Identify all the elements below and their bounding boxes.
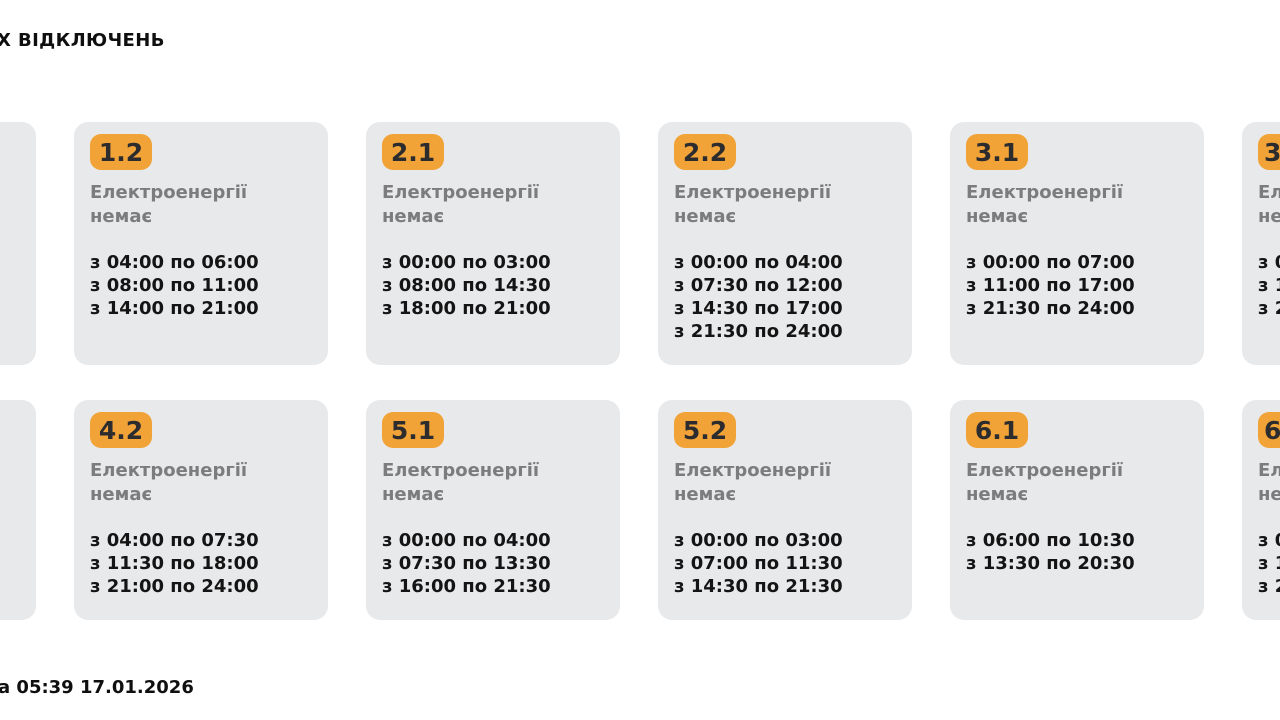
status-line-1: Електроенергії (382, 460, 540, 481)
outage-time-row: з 18:00 по 21:00 (382, 298, 551, 319)
status-label: Електроенергії немає (1258, 459, 1280, 507)
status-line-2: немає (674, 206, 737, 227)
outage-times: з 06:00 по 10:30 з 13:30 по 20:30 (966, 529, 1188, 575)
status-line-2: немає (966, 484, 1029, 505)
outage-card: 3.1 Електроенергії немає з 00:00 по 07:0… (950, 122, 1204, 365)
outage-time-row: з 07:30 по 12:00 (674, 275, 843, 296)
outage-times: з 00:00 по 03:00 з 07:00 по 11:30 з 14:30 … (674, 529, 896, 598)
outage-time-row: з 00:00 по 07:00 (966, 252, 1135, 273)
status-line-2: немає (382, 484, 445, 505)
outage-times: з 04:00 по 07:30 з 11:30 по 18:00 з 21:00 … (90, 529, 312, 598)
outage-time-row: з 04:00 по 07:30 (90, 530, 259, 551)
outage-card: 5.1 Електроенергії немає з 00:00 по 04:0… (366, 400, 620, 620)
outage-times: з 00:00 по 03:00 з 08:00 по 14:30 з 18:00 … (382, 251, 604, 320)
outage-times: з 0з 1з 2 (1258, 251, 1280, 320)
status-label: Електроенергії немає (674, 459, 896, 507)
group-badge: 3.1 (966, 134, 1028, 170)
status-label: Електроенергії немає (674, 181, 896, 229)
outage-time-row: з 13:30 по 20:30 (966, 553, 1135, 574)
status-line-2: немає (90, 206, 153, 227)
group-badge: 4.2 (90, 412, 152, 448)
outage-time-row: з 21:00 по 24:00 (90, 576, 259, 597)
outage-times: з 00:00 по 07:00 з 11:00 по 17:00 з 21:30 … (966, 251, 1188, 320)
group-badge: 5.2 (674, 412, 736, 448)
status-label: Електроенергії немає (90, 181, 312, 229)
status-line-1: Електроенергії (674, 182, 832, 203)
outage-time-row: з 2 (1258, 576, 1280, 597)
outage-time-row: з 14:00 по 21:00 (90, 298, 259, 319)
group-badge: 2.1 (382, 134, 444, 170)
outage-times: з 04:00 по 06:00 з 08:00 по 11:00 з 14:00 … (90, 251, 312, 320)
outage-time-row: з 00:00 по 03:00 (674, 530, 843, 551)
status-line-1: Електроенергії (966, 182, 1124, 203)
status-line-2: немає (966, 206, 1029, 227)
status-line-2: немає (674, 484, 737, 505)
outage-card: 6.1 Електроенергії немає з 06:00 по 10:3… (950, 400, 1204, 620)
status-label: Електроенергії немає (966, 181, 1188, 229)
status-line-2: немає (90, 484, 153, 505)
status-line-2: немає (1258, 206, 1280, 227)
outage-card: 2.2 Електроенергії немає з 00:00 по 04:0… (658, 122, 912, 365)
outage-times: з 00:00 по 04:00 з 07:30 по 12:00 з 14:30 … (674, 251, 896, 343)
outage-card: 4.2 Електроенергії немає з 04:00 по 07:3… (74, 400, 328, 620)
status-line-1: Електроенергії (90, 182, 248, 203)
outage-time-row: з 11:00 по 17:00 (966, 275, 1135, 296)
outage-time-row: з 16:00 по 21:30 (382, 576, 551, 597)
footer-updated-at: а 05:39 17.01.2026 (0, 677, 194, 698)
status-label: Електроенергії немає (90, 459, 312, 507)
outage-time-row: з 00:00 по 03:00 (382, 252, 551, 273)
outage-time-row: з 0 (1258, 252, 1280, 273)
group-badge: 6 (1258, 412, 1280, 448)
status-line-2: немає (1258, 484, 1280, 505)
outage-time-row: з 21:30 по 24:00 (966, 298, 1135, 319)
outage-time-row: з 2 (1258, 298, 1280, 319)
outage-times: з 0з 1з 2 (1258, 529, 1280, 598)
outage-time-row: з 1 (1258, 275, 1280, 296)
status-line-2: немає (382, 206, 445, 227)
outage-times: з 00:00 по 04:00 з 07:30 по 13:30 з 16:00 … (382, 529, 604, 598)
outage-card (0, 122, 36, 365)
status-line-1: Електроенергії (674, 460, 832, 481)
status-line-1: Електроенергії (1258, 182, 1280, 203)
outage-time-row: з 14:30 по 21:30 (674, 576, 843, 597)
outage-time-row: з 00:00 по 04:00 (674, 252, 843, 273)
group-badge: 3 (1258, 134, 1280, 170)
status-line-1: Електроенергії (382, 182, 540, 203)
group-badge: 2.2 (674, 134, 736, 170)
page-title: Х ВІДКЛЮЧЕНЬ (0, 30, 165, 51)
outage-time-row: з 00:00 по 04:00 (382, 530, 551, 551)
status-label: Електроенергії немає (382, 459, 604, 507)
card-grid-row: 1.2 Електроенергії немає з 04:00 по 06:0… (0, 122, 1280, 365)
outage-time-row: з 0 (1258, 530, 1280, 551)
outage-card: 5.2 Електроенергії немає з 00:00 по 03:0… (658, 400, 912, 620)
outage-time-row: з 06:00 по 10:30 (966, 530, 1135, 551)
status-label: Електроенергії немає (382, 181, 604, 229)
outage-card (0, 400, 36, 620)
outage-time-row: з 11:30 по 18:00 (90, 553, 259, 574)
outage-time-row: з 08:00 по 11:00 (90, 275, 259, 296)
outage-time-row: з 1 (1258, 553, 1280, 574)
group-badge: 6.1 (966, 412, 1028, 448)
outage-time-row: з 07:00 по 11:30 (674, 553, 843, 574)
group-badge: 5.1 (382, 412, 444, 448)
outage-card: 6 Електроенергії немає з 0з 1з 2 (1242, 400, 1280, 620)
status-line-1: Електроенергії (1258, 460, 1280, 481)
status-line-1: Електроенергії (966, 460, 1124, 481)
status-label: Електроенергії немає (1258, 181, 1280, 229)
group-badge: 1.2 (90, 134, 152, 170)
outage-time-row: з 07:30 по 13:30 (382, 553, 551, 574)
status-line-1: Електроенергії (90, 460, 248, 481)
status-label: Електроенергії немає (966, 459, 1188, 507)
outage-time-row: з 04:00 по 06:00 (90, 252, 259, 273)
outage-card: 3 Електроенергії немає з 0з 1з 2 (1242, 122, 1280, 365)
outage-card: 1.2 Електроенергії немає з 04:00 по 06:0… (74, 122, 328, 365)
card-grid-row: 4.2 Електроенергії немає з 04:00 по 07:3… (0, 400, 1280, 620)
outage-time-row: з 08:00 по 14:30 (382, 275, 551, 296)
outage-time-row: з 21:30 по 24:00 (674, 321, 843, 342)
outage-card: 2.1 Електроенергії немає з 00:00 по 03:0… (366, 122, 620, 365)
outage-time-row: з 14:30 по 17:00 (674, 298, 843, 319)
